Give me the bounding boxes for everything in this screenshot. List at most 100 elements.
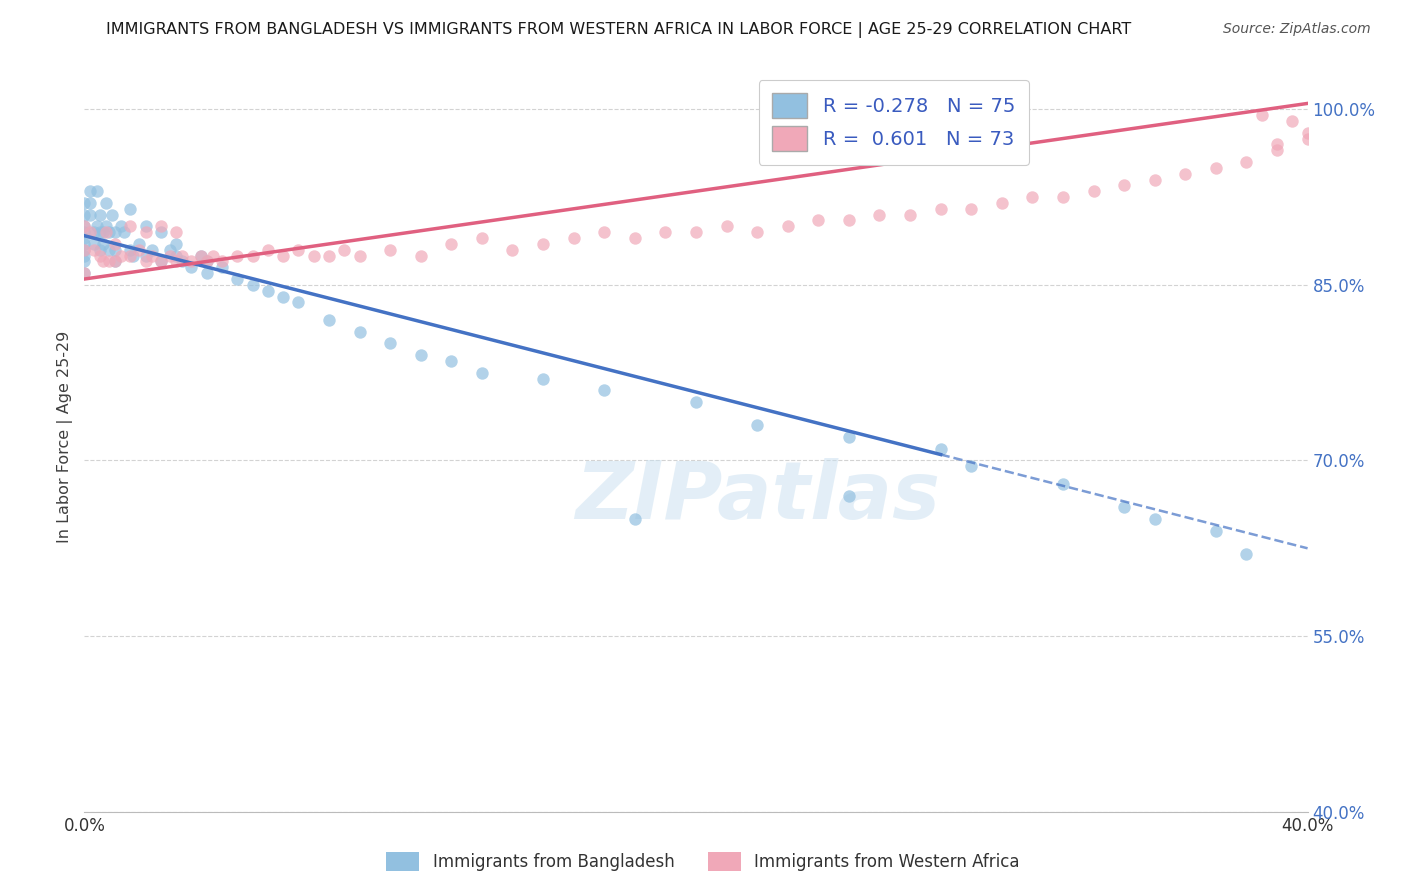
Point — [89, 243, 111, 257]
Point — [318, 313, 340, 327]
Text: ZIPatlas: ZIPatlas — [575, 458, 939, 536]
Point — [1114, 500, 1136, 515]
Point — [79, 195, 101, 210]
Point — [79, 225, 101, 239]
Text: IMMIGRANTS FROM BANGLADESH VS IMMIGRANTS FROM WESTERN AFRICA IN LABOR FORCE | AG: IMMIGRANTS FROM BANGLADESH VS IMMIGRANTS… — [105, 22, 1132, 38]
Point — [159, 249, 181, 263]
Point — [531, 371, 554, 385]
Point — [562, 231, 585, 245]
Point — [91, 225, 114, 239]
Point — [440, 236, 463, 251]
Point — [380, 336, 402, 351]
Point — [502, 243, 524, 257]
Point — [195, 266, 218, 280]
Point — [716, 219, 738, 234]
Point — [195, 254, 218, 268]
Point — [86, 219, 108, 234]
Point — [201, 249, 224, 263]
Point — [91, 254, 114, 268]
Point — [838, 489, 860, 503]
Point — [104, 243, 127, 257]
Point — [471, 366, 494, 380]
Point — [1236, 547, 1258, 561]
Point — [104, 236, 127, 251]
Point — [929, 442, 952, 456]
Point — [73, 208, 96, 222]
Point — [190, 249, 212, 263]
Point — [1052, 190, 1074, 204]
Point — [149, 254, 172, 268]
Point — [104, 254, 127, 268]
Point — [128, 236, 150, 251]
Point — [1236, 155, 1258, 169]
Point — [838, 430, 860, 444]
Point — [89, 225, 111, 239]
Point — [318, 249, 340, 263]
Point — [104, 225, 127, 239]
Point — [112, 225, 135, 239]
Point — [94, 219, 117, 234]
Point — [929, 202, 952, 216]
Point — [531, 236, 554, 251]
Point — [409, 249, 432, 263]
Point — [1083, 184, 1105, 198]
Point — [104, 254, 127, 268]
Point — [1281, 114, 1303, 128]
Point — [86, 184, 108, 198]
Point — [97, 243, 120, 257]
Point — [128, 243, 150, 257]
Point — [226, 272, 249, 286]
Point — [73, 195, 96, 210]
Point — [89, 249, 111, 263]
Point — [73, 266, 96, 280]
Point — [135, 219, 157, 234]
Point — [83, 225, 105, 239]
Point — [271, 289, 294, 303]
Point — [869, 208, 891, 222]
Point — [624, 512, 647, 526]
Point — [135, 225, 157, 239]
Point — [120, 219, 142, 234]
Point — [685, 225, 707, 239]
Point — [991, 195, 1014, 210]
Text: Source: ZipAtlas.com: Source: ZipAtlas.com — [1223, 22, 1371, 37]
Point — [120, 249, 142, 263]
Point — [349, 249, 371, 263]
Point — [97, 254, 120, 268]
Point — [120, 243, 142, 257]
Point — [807, 213, 830, 227]
Point — [1205, 161, 1227, 175]
Point — [1205, 524, 1227, 538]
Point — [149, 254, 172, 268]
Point — [180, 260, 202, 275]
Point — [165, 249, 187, 263]
Point — [141, 249, 163, 263]
Point — [287, 295, 309, 310]
Point — [165, 225, 187, 239]
Point — [73, 266, 96, 280]
Point — [226, 249, 249, 263]
Point — [73, 231, 96, 245]
Point — [898, 208, 921, 222]
Point — [471, 231, 494, 245]
Point — [960, 202, 983, 216]
Point — [776, 219, 799, 234]
Point — [91, 236, 114, 251]
Point — [73, 243, 96, 257]
Point — [1143, 172, 1166, 186]
Point — [73, 243, 96, 257]
Point — [1021, 190, 1043, 204]
Point — [73, 219, 96, 234]
Point — [180, 254, 202, 268]
Legend: Immigrants from Bangladesh, Immigrants from Western Africa: Immigrants from Bangladesh, Immigrants f… — [378, 843, 1028, 880]
Point — [159, 243, 181, 257]
Point — [1143, 512, 1166, 526]
Point — [110, 219, 132, 234]
Point — [195, 254, 218, 268]
Point — [135, 254, 157, 268]
Point — [190, 249, 212, 263]
Point — [89, 208, 111, 222]
Point — [1265, 137, 1288, 152]
Point — [165, 236, 187, 251]
Point — [747, 418, 769, 433]
